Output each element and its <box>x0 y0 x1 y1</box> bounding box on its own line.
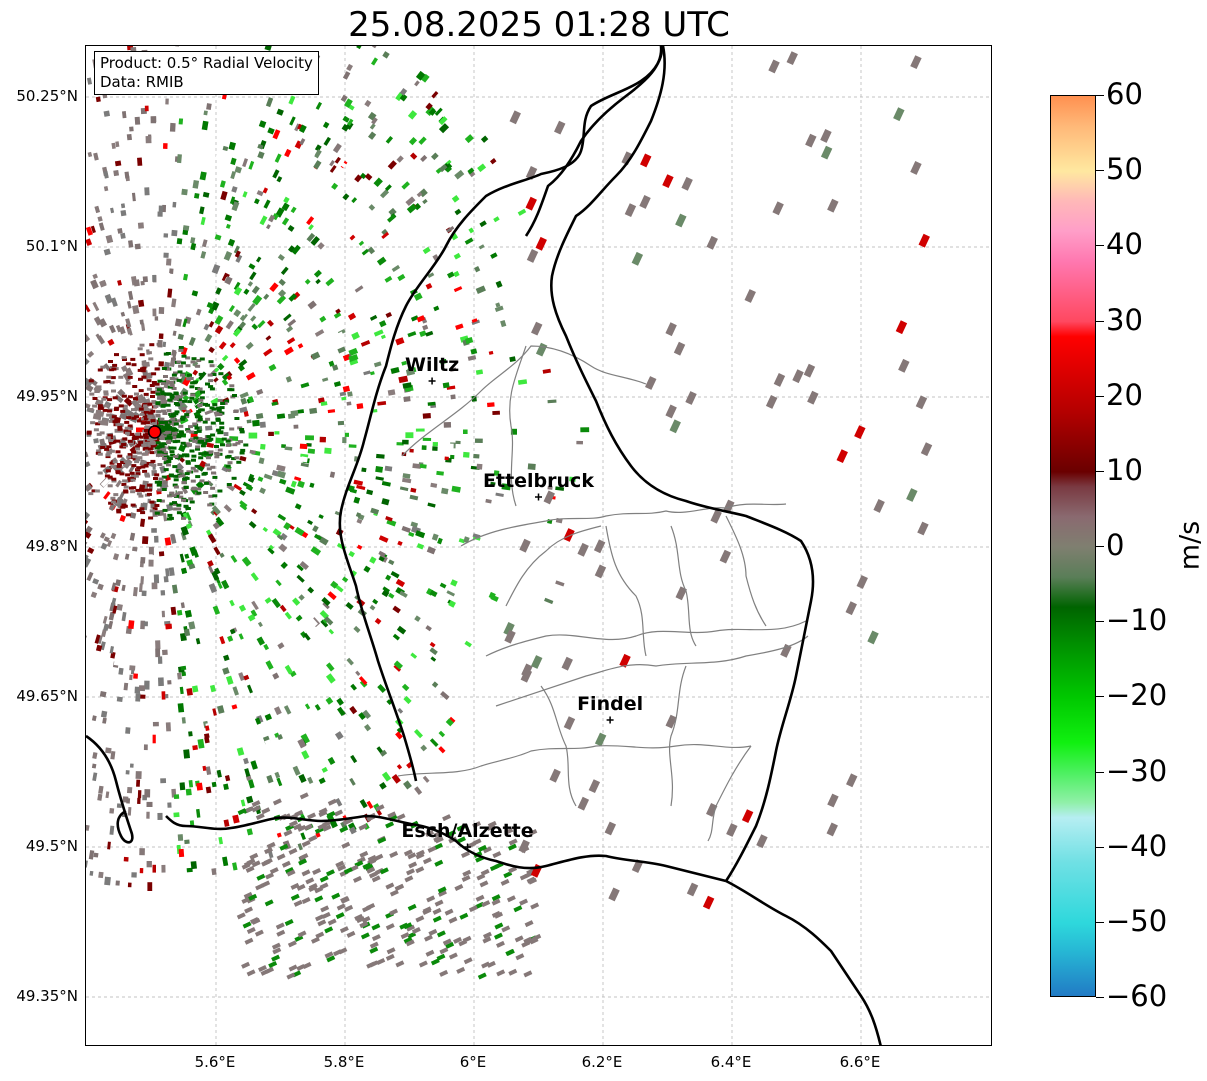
border-line-south-france <box>725 879 882 1045</box>
colorbar-tick-label: 10 <box>1106 452 1143 487</box>
district-line <box>605 525 647 657</box>
colorbar-tick-label: 50 <box>1106 152 1143 187</box>
lon-tick-label: 5.8°E <box>323 1053 365 1071</box>
colorbar-tick-label: −20 <box>1106 678 1168 713</box>
colorbar-tick-mark <box>1096 921 1104 923</box>
district-line <box>485 620 807 657</box>
city-label: Esch/Alzette <box>401 820 533 842</box>
lat-tick-label: 49.8°N <box>25 537 78 555</box>
lat-tick-label: 49.65°N <box>16 687 78 705</box>
country-border <box>86 46 882 1045</box>
lon-tick-label: 6.6°E <box>839 1053 881 1071</box>
lon-tick-label: 6.4°E <box>710 1053 752 1071</box>
district-line <box>540 685 577 807</box>
colorbar-tick-mark <box>1096 696 1104 698</box>
lat-tick-label: 49.5°N <box>25 837 78 855</box>
colorbar-gradient <box>1051 96 1095 996</box>
colorbar-tick-label: 60 <box>1106 77 1143 111</box>
district-line <box>401 345 647 457</box>
radar-site-marker <box>147 425 162 439</box>
district-line <box>670 525 697 647</box>
district-line <box>668 665 687 807</box>
colorbar-tick-mark <box>1096 320 1104 322</box>
colorbar-tick-mark <box>1096 771 1104 773</box>
city-label: Findel <box>577 693 643 715</box>
city-marker: Esch/Alzette <box>401 820 534 851</box>
city-label: Wiltz <box>405 354 459 376</box>
colorbar-tick-label: −30 <box>1106 753 1168 788</box>
colorbar-fill <box>1051 96 1095 996</box>
lat-tick-label: 49.95°N <box>16 387 78 405</box>
colorbar-unit: m/s <box>1174 520 1206 571</box>
colorbar-tick-mark <box>1096 621 1104 623</box>
colorbar-tick-mark <box>1096 997 1104 998</box>
lat-tick-label: 50.1°N <box>25 237 78 255</box>
radar-site <box>147 425 162 439</box>
lon-tick-label: 6°E <box>459 1053 487 1071</box>
colorbar-tick-label: 0 <box>1106 528 1125 562</box>
lon-tick-label: 6.2°E <box>581 1053 623 1071</box>
district-line <box>495 635 809 707</box>
lat-tick-label: 50.25°N <box>16 87 78 105</box>
colorbar-tick-mark <box>1096 170 1104 172</box>
product-text: Product: 0.5° Radial Velocity <box>100 54 313 72</box>
map-title: 25.08.2025 01:28 UTC <box>348 5 730 45</box>
lat-tick-label: 49.35°N <box>16 987 78 1005</box>
city-marker: Ettelbruck <box>483 470 594 501</box>
radar-map: Wiltz Ettelbruck Findel Esch/Alzette <box>85 45 992 1046</box>
city-marker: Wiltz <box>405 354 459 385</box>
district-line <box>397 743 752 777</box>
colorbar-tick-mark <box>1096 470 1104 472</box>
colorbar-tick-mark <box>1096 846 1104 848</box>
velocity-colorbar <box>1050 95 1096 997</box>
radar-map-canvas: Wiltz Ettelbruck Findel Esch/Alzette <box>86 46 991 1045</box>
district-line <box>725 515 767 627</box>
radar-echo-field <box>86 46 933 980</box>
lon-tick-label: 5.6°E <box>194 1053 236 1071</box>
city-point-icon <box>606 716 614 724</box>
city-marker: Findel <box>577 693 643 724</box>
city-markers: Wiltz Ettelbruck Findel Esch/Alzette <box>401 354 643 851</box>
district-boundaries <box>397 345 809 842</box>
border-line-lux-south <box>165 814 727 883</box>
city-point-icon <box>464 843 472 851</box>
data-source-text: Data: RMIB <box>100 73 184 91</box>
district-line <box>460 503 787 547</box>
colorbar-tick-label: −50 <box>1106 903 1168 938</box>
colorbar-tick-label: −40 <box>1106 828 1168 863</box>
border-line-lux-east <box>550 46 815 882</box>
colorbar-tick-label: 20 <box>1106 377 1143 412</box>
border-line-west <box>86 734 134 844</box>
colorbar-tick-mark <box>1096 245 1104 247</box>
district-line <box>505 525 602 607</box>
colorbar-tick-mark <box>1096 546 1104 547</box>
district-line <box>707 745 752 842</box>
colorbar-tick-mark <box>1096 395 1104 397</box>
city-point-icon <box>428 377 436 385</box>
city-point-icon <box>535 493 542 501</box>
border-line-east-river <box>524 46 663 237</box>
district-line <box>509 345 527 507</box>
border-line-east <box>338 46 663 782</box>
colorbar-tick-label: −60 <box>1106 979 1168 1013</box>
colorbar-tick-label: 30 <box>1106 302 1143 337</box>
colorbar-tick-label: 40 <box>1106 227 1143 262</box>
colorbar-tick-label: −10 <box>1106 603 1168 638</box>
product-info-box: Product: 0.5° Radial Velocity Data: RMIB <box>94 51 319 95</box>
colorbar-tick-mark <box>1096 95 1104 96</box>
city-label: Ettelbruck <box>483 470 594 492</box>
